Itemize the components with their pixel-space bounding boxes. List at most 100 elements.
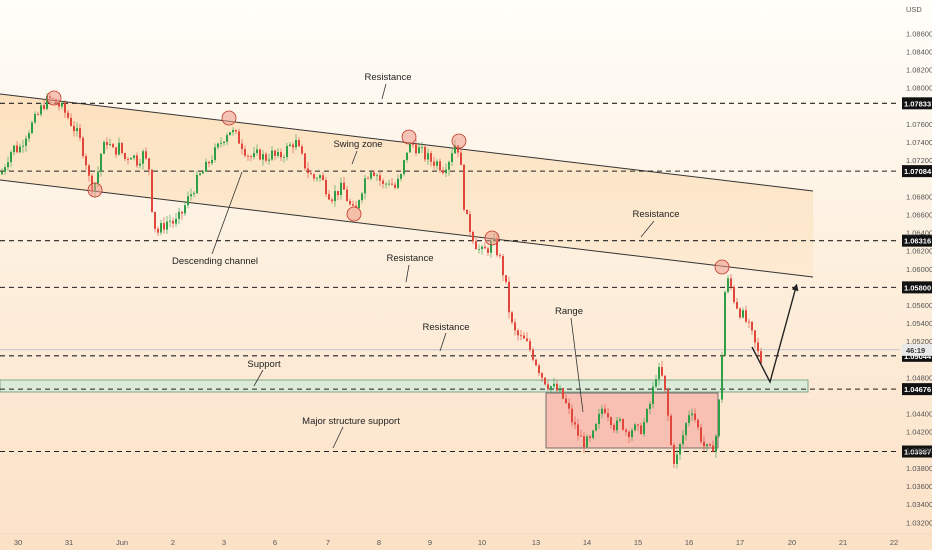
candle-body xyxy=(424,147,426,160)
candle-body xyxy=(472,231,474,242)
candle-body xyxy=(298,140,300,147)
candle-body xyxy=(652,386,654,404)
candle-body xyxy=(583,436,585,448)
candle-body xyxy=(628,431,630,438)
candle-body xyxy=(526,338,528,342)
candle-body xyxy=(109,144,111,146)
candle-body xyxy=(145,151,147,159)
time-tick-label: 20 xyxy=(788,538,796,547)
price-axis[interactable]: 1.08600 1.08400 1.08200 1.08000 1.07600 1.074… xyxy=(906,29,932,527)
time-tick-label: 30 xyxy=(14,538,22,547)
candle-body xyxy=(142,151,144,164)
candle-body xyxy=(394,184,396,188)
candle-body xyxy=(25,138,27,146)
candle-body xyxy=(460,152,462,166)
candle-body xyxy=(385,183,387,185)
candle-body xyxy=(79,128,81,138)
projection-arrow xyxy=(751,283,799,384)
candle-body xyxy=(595,423,597,431)
candle-body xyxy=(691,413,693,416)
candle-body xyxy=(151,169,153,212)
candle-body xyxy=(202,171,204,174)
candle-body xyxy=(115,147,117,155)
candle-body xyxy=(238,131,240,144)
horizontal-levels: 1.07833 1.07084 1.06316 1.05800 1.05044 1.046… xyxy=(0,97,932,458)
candle-body xyxy=(178,211,180,219)
candle-body xyxy=(742,310,744,318)
candle-body xyxy=(646,409,648,423)
support-zone xyxy=(0,379,809,393)
candle-body xyxy=(709,444,711,446)
candle-body xyxy=(400,174,402,179)
candle-body xyxy=(367,178,369,180)
price-tick-label: 1.07200 xyxy=(906,156,932,165)
candle-body xyxy=(496,238,498,256)
time-axis[interactable]: 30 31 Jun 2 3 6 7 8 9 10 13 14 15 16 17 20 21 22 xyxy=(14,538,898,547)
candle-body xyxy=(718,399,720,436)
annotation-label: Descending channel xyxy=(172,256,258,267)
candle-body xyxy=(361,193,363,201)
candle-body xyxy=(343,182,345,190)
candle-body xyxy=(250,156,252,158)
candle-body xyxy=(520,335,522,337)
candle-body xyxy=(388,183,390,185)
candle-body xyxy=(61,102,63,107)
candle-body xyxy=(532,349,534,360)
candle-body xyxy=(574,422,576,425)
candle-body xyxy=(349,201,351,205)
candle-body xyxy=(121,142,123,154)
current-price-label: 46:19 xyxy=(906,346,925,355)
time-tick-label: 16 xyxy=(685,538,693,547)
candle-body xyxy=(670,415,672,445)
candle-body xyxy=(211,159,213,164)
candle-body xyxy=(592,430,594,438)
candle-body xyxy=(409,144,411,153)
candle-body xyxy=(418,147,420,154)
candle-body xyxy=(700,427,702,442)
candle-body xyxy=(64,102,66,113)
candle-body xyxy=(721,355,723,400)
candle-body xyxy=(253,153,255,158)
price-tick-label: 1.06400 xyxy=(906,229,932,238)
candle-body xyxy=(454,145,456,154)
candle-body xyxy=(214,147,216,160)
candle-body xyxy=(616,420,618,431)
candle-body xyxy=(571,408,573,423)
candle-body xyxy=(196,174,198,194)
candle-body xyxy=(667,390,669,416)
candle-body xyxy=(100,153,102,172)
candle-body xyxy=(694,413,696,420)
price-tick-label: 1.05600 xyxy=(906,301,932,310)
candle-body xyxy=(382,180,384,184)
candle-body xyxy=(217,143,219,148)
channel-lower-line xyxy=(0,179,814,278)
candle-body xyxy=(697,419,699,428)
candle-body xyxy=(328,194,330,200)
candle-body xyxy=(610,417,612,425)
swing-point-marker xyxy=(484,230,500,246)
candle-body xyxy=(226,135,228,142)
candle-body xyxy=(205,161,207,172)
level-price-label: 1.07084 xyxy=(904,167,932,176)
time-tick-label: 8 xyxy=(377,538,381,547)
candle-body xyxy=(679,444,681,455)
candle-body xyxy=(733,286,735,303)
time-tick-label: Jun xyxy=(116,538,128,547)
candle-body xyxy=(295,140,297,148)
candle-body xyxy=(754,330,756,343)
price-tick-label: 1.03200 xyxy=(906,518,932,527)
candle-body xyxy=(67,112,69,118)
candle-body xyxy=(436,161,438,166)
candle-body xyxy=(112,144,114,148)
annotation-label: Major structure support xyxy=(302,416,400,427)
candle-body xyxy=(637,424,639,426)
annotation-label: Resistance xyxy=(423,322,470,333)
swing-point-marker xyxy=(451,133,467,149)
candle-body xyxy=(577,424,579,436)
candle-body xyxy=(340,182,342,196)
candle-body xyxy=(655,379,657,387)
candle-body xyxy=(286,146,288,158)
candle-body xyxy=(613,424,615,431)
